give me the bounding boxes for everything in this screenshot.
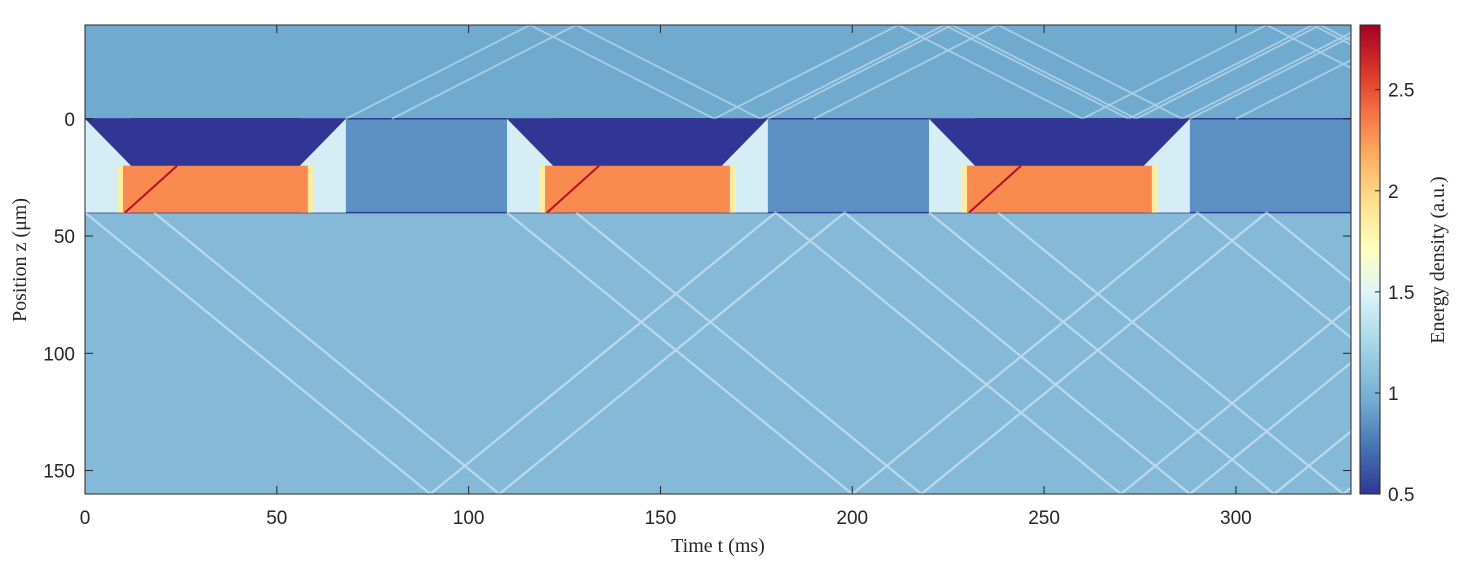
heatmap-region-2 [85,212,1351,494]
x-tick-label: 250 [1028,508,1060,529]
y-tick-label: 100 [43,344,75,365]
pulse-high-edge-right [307,165,314,213]
pulse-1 [507,118,768,214]
wave-front-lower [997,211,1351,494]
x-tick-label: 150 [645,508,677,529]
pulse-0 [85,118,346,214]
heatmap-plot-area [85,25,1351,494]
wave-front-lower [153,211,1351,494]
pulse-low-trapezoid [85,118,346,166]
pulse-low-trapezoid [507,118,768,166]
wave-front-lower [928,211,1351,494]
pulse-high-band [965,165,1154,213]
pulse-high-band [543,165,732,213]
colorbar-gradient [1359,24,1381,495]
x-tick-label: 50 [266,508,287,529]
pulse-diagonal [124,164,178,214]
colorbar-label: Energy density (a.u.) [1427,176,1449,343]
pulse-diagonal [546,164,600,214]
pulse-high-band [121,165,310,213]
wave-fronts [85,25,1351,494]
y-tick-label: 150 [43,462,75,483]
colorbar-tick-label: 2 [1388,182,1399,203]
wave-front-lower [506,211,1351,494]
pulse-high-edge-left [961,165,968,213]
pulse-high-edge-left [539,165,546,213]
colorbar-tick-label: 0.5 [1388,485,1414,506]
colorbar-tick-label: 1.5 [1388,283,1414,304]
pulse-high-edge-left [117,165,124,213]
plot-frame [84,24,1352,495]
colorbar-tick-label: 1 [1388,384,1399,405]
x-tick-label: 0 [80,508,91,529]
pulse-high-edge-right [1151,165,1158,213]
heatmap-region-0 [85,25,1351,119]
x-axis: 0 50 100 150 200 250 300 [80,25,1252,529]
wave-front-lower [575,211,1351,494]
y-tick-label: 50 [54,227,75,248]
pulse-high-edge-right [729,165,736,213]
y-tick-label: 0 [64,110,75,131]
colorbar-tick-label: 2.5 [1388,81,1414,102]
x-tick-label: 100 [453,508,485,529]
x-tick-label: 200 [836,508,868,529]
colorbar: 0.5 1 1.5 2 2.5 Energy density (a.u.) [1359,24,1449,506]
x-tick-label: 300 [1220,508,1252,529]
pulse-2 [929,118,1190,214]
pulse-diagonal [968,164,1022,214]
wave-front-lower [85,211,1351,494]
y-axis: 0 50 100 150 [43,110,1351,483]
y-axis-label: Position z (μm) [9,198,31,322]
pulse-low-trapezoid [929,118,1190,166]
x-axis-label: Time t (ms) [671,535,765,557]
